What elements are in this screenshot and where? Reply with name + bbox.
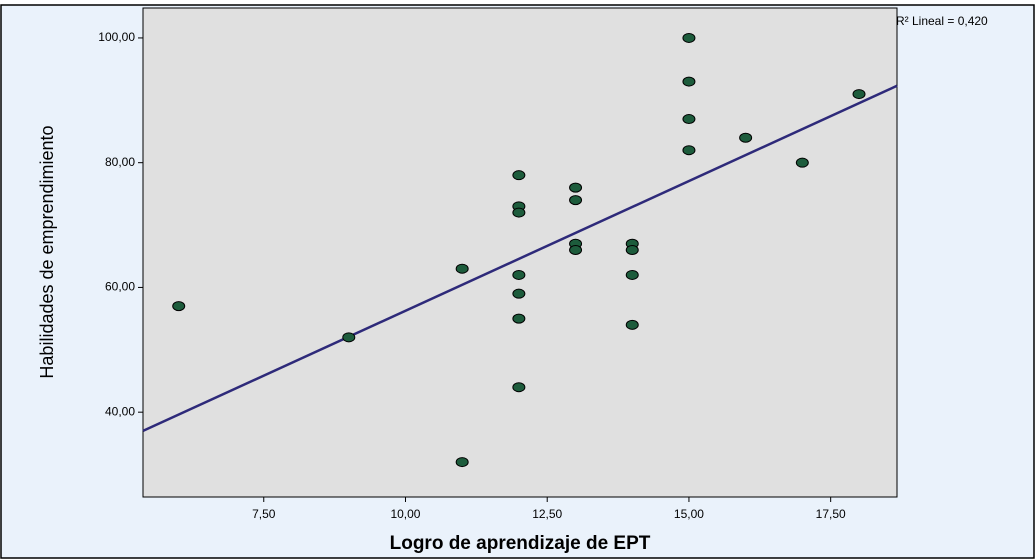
y-tick-label: 80,00	[105, 155, 135, 169]
y-axis-label: Habilidades de emprendimiento	[37, 125, 57, 378]
point	[795, 157, 809, 168]
point	[569, 245, 583, 256]
point	[455, 263, 469, 274]
point	[625, 269, 639, 280]
point	[625, 245, 639, 256]
plot-area	[142, 7, 898, 498]
point	[512, 313, 526, 324]
point	[512, 382, 526, 393]
point	[569, 195, 583, 206]
point	[852, 89, 866, 100]
y-tick-label: 100,00	[98, 30, 135, 44]
point	[512, 170, 526, 181]
point	[682, 145, 696, 156]
fit-line	[142, 84, 898, 433]
r2-annotation: R² Lineal = 0,420	[896, 14, 988, 28]
x-axis-label: Logro de aprendizaje de EPT	[390, 533, 651, 554]
point	[455, 457, 469, 468]
point	[512, 207, 526, 218]
point	[625, 319, 639, 330]
point	[682, 32, 696, 43]
y-tick-label: 60,00	[105, 280, 135, 294]
point	[682, 114, 696, 125]
point	[172, 301, 186, 312]
point	[569, 182, 583, 193]
x-tick-label: 17,50	[816, 507, 846, 521]
x-tick-label: 12,50	[532, 507, 562, 521]
y-tick-label: 40,00	[105, 404, 135, 418]
point	[682, 76, 696, 87]
point	[512, 269, 526, 280]
x-tick-label: 7,50	[252, 507, 276, 521]
point	[512, 288, 526, 299]
x-tick-label: 15,00	[674, 507, 704, 521]
point	[342, 332, 356, 343]
x-tick-label: 10,00	[390, 507, 420, 521]
point	[739, 132, 753, 143]
